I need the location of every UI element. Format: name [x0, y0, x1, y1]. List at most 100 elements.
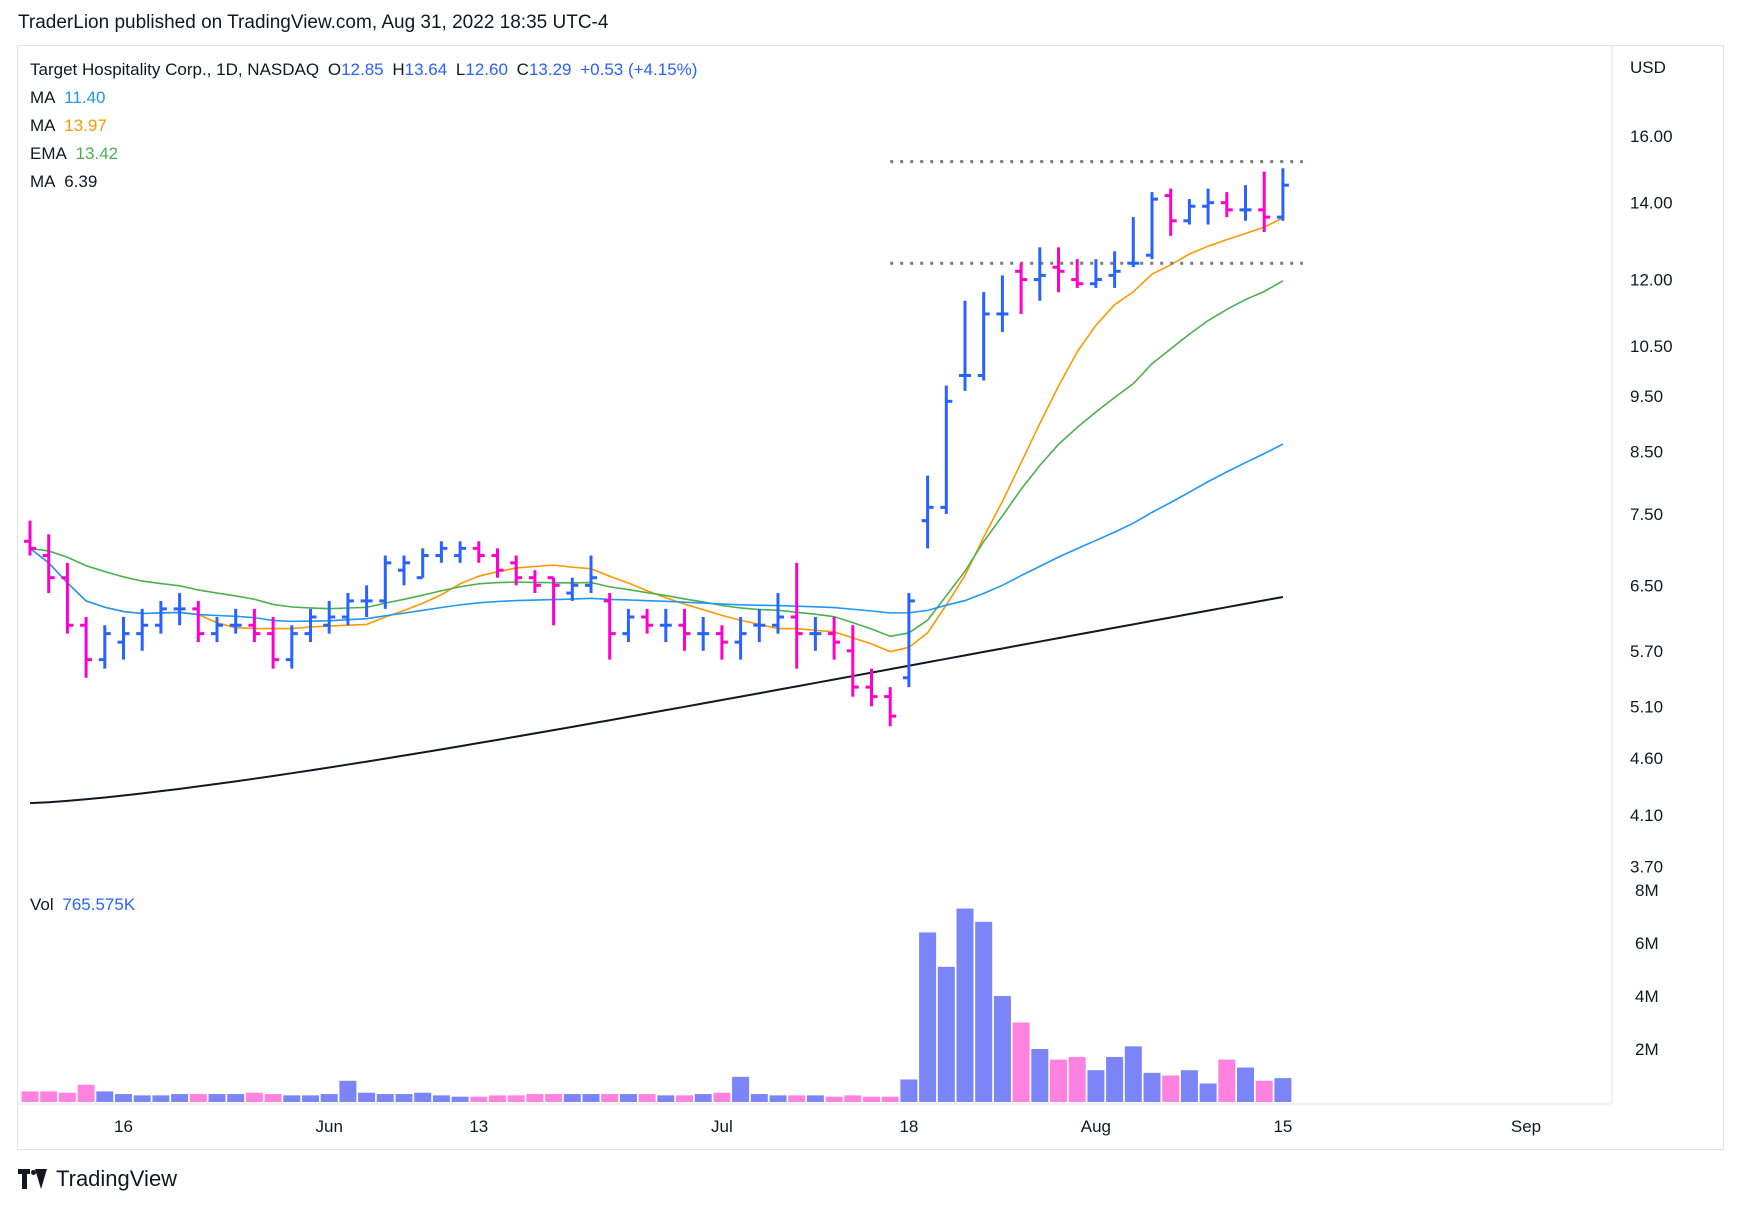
ohlc-bar[interactable]	[491, 548, 504, 578]
ohlc-bar[interactable]	[977, 292, 990, 381]
ohlc-bar[interactable]	[24, 520, 36, 556]
ohlc-bar[interactable]	[379, 555, 392, 609]
ohlc-bar[interactable]	[1033, 247, 1046, 301]
ohlc-bar[interactable]	[1071, 259, 1084, 288]
ohlc-bar[interactable]	[1239, 185, 1252, 221]
footer-brand[interactable]: TradingView	[18, 1166, 177, 1192]
ohlc-bar[interactable]	[1183, 199, 1196, 225]
volume-bar	[40, 1091, 58, 1102]
time-tick-label: 16	[114, 1117, 133, 1136]
ohlc-bar[interactable]	[1220, 192, 1233, 218]
indicator-ma-200[interactable]: MA 6.39	[30, 172, 101, 192]
indicator-ma-10[interactable]: MA 13.97	[30, 116, 111, 136]
ohlc-bar[interactable]	[416, 548, 429, 580]
ma-50-line	[29, 443, 1284, 623]
volume-bar	[1124, 1046, 1142, 1102]
ohlc-bar[interactable]	[304, 608, 317, 643]
volume-bar	[320, 1094, 338, 1102]
ohlc-bar[interactable]	[566, 577, 579, 601]
ohlc-bar[interactable]	[42, 534, 55, 594]
low-value: 12.60	[465, 60, 508, 79]
ohlc-bar[interactable]	[921, 475, 934, 549]
ohlc-bar[interactable]	[772, 593, 784, 634]
ohlc-bar[interactable]	[154, 600, 167, 634]
ohlc-bar[interactable]	[398, 555, 410, 586]
ohlc-bar[interactable]	[734, 616, 747, 660]
ohlc-bar[interactable]	[659, 608, 672, 643]
ohlc-bar[interactable]	[435, 541, 448, 563]
ohlc-bar[interactable]	[828, 616, 841, 660]
volume-bar	[1218, 1059, 1236, 1102]
volume-bar	[732, 1076, 750, 1102]
ohlc-bar[interactable]	[454, 541, 467, 563]
change-value: +0.53 (+4.15%)	[580, 60, 698, 79]
ohlc-bar[interactable]	[622, 608, 635, 643]
ohlc-bar[interactable]	[809, 616, 822, 651]
ohlc-bar[interactable]	[846, 625, 859, 697]
ohlc-bar[interactable]	[902, 593, 915, 688]
volume-bar	[264, 1094, 282, 1102]
ohlc-bar[interactable]	[285, 625, 298, 669]
ohlc-bar[interactable]	[192, 600, 205, 643]
support-resistance-lines	[890, 160, 1303, 265]
ohlc-bar[interactable]	[1127, 217, 1140, 268]
ohlc-bar[interactable]	[528, 570, 541, 594]
ohlc-bar[interactable]	[715, 625, 728, 660]
ohlc-bar[interactable]	[1015, 263, 1028, 314]
ohlc-bar[interactable]	[173, 593, 186, 626]
ohlc-bar[interactable]	[510, 555, 523, 586]
ohlc-bar[interactable]	[1108, 251, 1121, 288]
volume-bar	[863, 1096, 880, 1102]
time-tick-label: 15	[1273, 1117, 1292, 1136]
ohlc-bar[interactable]	[80, 616, 93, 678]
ohlc-bar[interactable]	[136, 608, 149, 651]
ohlc-bar[interactable]	[753, 608, 766, 643]
ohlc-bar[interactable]	[1052, 247, 1065, 293]
ohlc-bar[interactable]	[229, 608, 242, 634]
indicator-value: 13.42	[75, 144, 119, 163]
moving-average-lines	[29, 217, 1284, 805]
ohlc-bar[interactable]	[61, 562, 74, 634]
ohlc-bar[interactable]	[865, 668, 878, 707]
ohlc-bar[interactable]	[884, 687, 897, 727]
ohlc-bar[interactable]	[267, 616, 280, 669]
ohlc-bar[interactable]	[211, 616, 223, 643]
volume-name: Vol	[30, 895, 54, 914]
indicator-ema-21[interactable]: EMA 13.42	[30, 144, 122, 164]
ohlc-bar[interactable]	[98, 625, 111, 669]
ohlc-bar[interactable]	[1258, 171, 1271, 233]
ohlc-bar[interactable]	[678, 608, 691, 651]
volume-bar	[825, 1096, 843, 1102]
ohlc-bar[interactable]	[1164, 188, 1177, 236]
ohlc-bar[interactable]	[697, 616, 710, 651]
ohlc-bar[interactable]	[603, 593, 616, 660]
ohlc-bar[interactable]	[1202, 188, 1215, 225]
ohlc-bar[interactable]	[248, 608, 261, 643]
ohlc-bar[interactable]	[341, 593, 354, 626]
volume-bar	[1199, 1083, 1217, 1102]
volume-legend[interactable]: Vol 765.575K	[30, 895, 139, 915]
ohlc-bar[interactable]	[1146, 192, 1158, 260]
volume-bar	[507, 1095, 525, 1102]
ohlc-bar[interactable]	[1276, 168, 1289, 221]
ohlc-bar[interactable]	[996, 275, 1009, 333]
time-tick-label: 18	[899, 1117, 918, 1136]
ohlc-bar[interactable]	[790, 562, 803, 669]
volume-bar	[227, 1094, 245, 1102]
volume-bar	[152, 1095, 170, 1102]
ohlc-bar[interactable]	[472, 541, 485, 563]
indicator-name: MA	[30, 172, 56, 191]
ohlc-bar[interactable]	[323, 600, 336, 634]
ohlc-bar[interactable]	[641, 608, 654, 634]
time-tick-label: Aug	[1081, 1117, 1111, 1136]
volume-bar	[563, 1094, 581, 1102]
ohlc-bar[interactable]	[940, 385, 953, 514]
ohlc-bar[interactable]	[117, 616, 130, 660]
ohlc-bar[interactable]	[547, 576, 560, 626]
ohlc-bar[interactable]	[360, 585, 373, 617]
indicator-ma-50[interactable]: MA 11.40	[30, 88, 110, 108]
ohlc-bar[interactable]	[959, 300, 971, 391]
ohlc-bar[interactable]	[585, 555, 597, 594]
ohlc-bar[interactable]	[1089, 259, 1102, 288]
